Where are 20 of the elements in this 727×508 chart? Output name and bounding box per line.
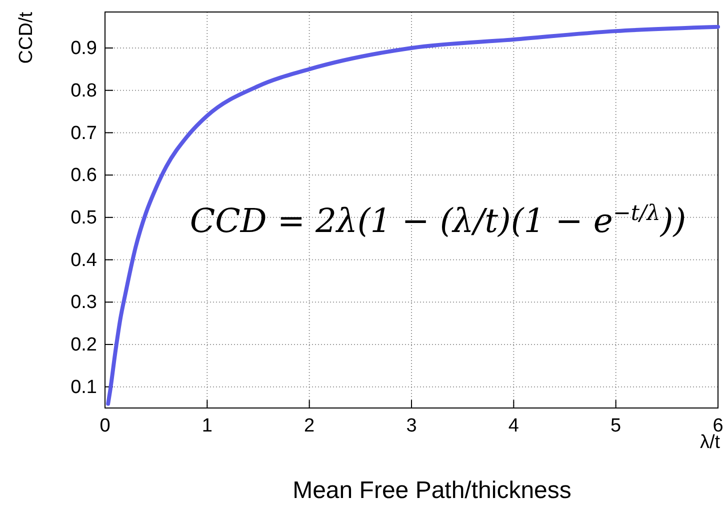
y-tick-label: 0.3 [70, 292, 97, 314]
line-series [106, 24, 720, 406]
x-axis-title: λ/t [700, 432, 721, 453]
text: Mean Free Path/thickness [292, 477, 572, 504]
y-tick-label: 0.4 [70, 250, 98, 271]
x-tick-label: 0 [100, 415, 110, 436]
y-axis-title: CCD/t [16, 11, 37, 64]
y-tick-label: 0.2 [70, 334, 97, 356]
y-tick-label: 0.9 [70, 38, 97, 60]
y-tick-label: 0.7 [70, 122, 97, 144]
x-tick-label: 1 [202, 415, 212, 436]
y-tick-label: 0.5 [70, 207, 97, 228]
y-tick-label: 0.8 [70, 80, 97, 102]
annotation: CCD = 2λ(1 − (λ/t)(1 − e$^{−t/λ}$)) [190, 200, 686, 240]
x-tick-label: 2 [304, 415, 315, 436]
y-tick-label: 0.1 [70, 376, 97, 398]
x-tick-label: 5 [610, 415, 622, 436]
x-tick-label: 3 [406, 415, 417, 436]
y-tick-label: 0.6 [70, 165, 97, 186]
x-tick-label: 4 [508, 415, 520, 436]
